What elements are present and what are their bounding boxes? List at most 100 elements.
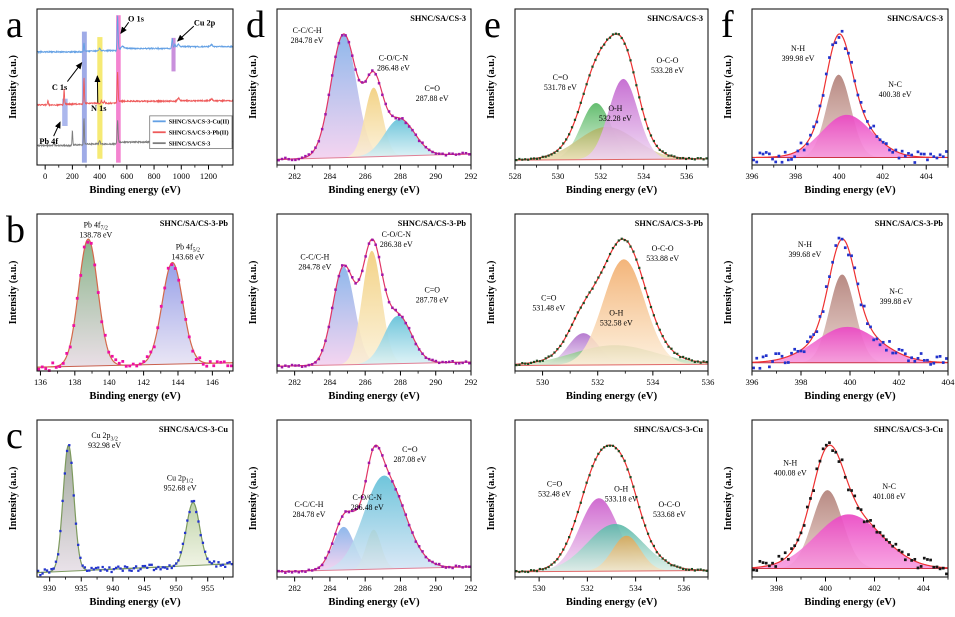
data-point	[54, 560, 58, 563]
data-point	[44, 367, 48, 371]
data-point	[324, 556, 327, 560]
data-point	[818, 315, 822, 318]
panel-e2: SHNC/SA/CS-3-Pb C=O 531.48 eV O-H 532.58 eV O…	[478, 205, 715, 411]
peak-ev-label: 287.88 eV	[416, 94, 449, 103]
x-tick-label: 282	[288, 583, 301, 593]
data-point	[641, 108, 644, 111]
data-point	[812, 489, 815, 492]
data-point	[527, 570, 530, 574]
annotation-arrow	[176, 25, 195, 42]
peak-ev-label: 138.78 eV	[79, 230, 112, 239]
data-point	[374, 444, 377, 448]
data-point	[524, 158, 527, 161]
data-point	[52, 567, 55, 570]
peak-ev-label: 399.88 eV	[880, 297, 913, 306]
peak-fill-C-C/C-H	[294, 266, 393, 366]
data-point	[932, 361, 936, 365]
data-point	[664, 152, 667, 155]
data-point	[938, 567, 942, 571]
data-point	[903, 352, 907, 356]
data-point	[94, 566, 98, 570]
data-point	[230, 562, 234, 566]
data-point	[347, 40, 351, 44]
data-point	[367, 73, 371, 76]
data-point	[411, 335, 414, 339]
data-point	[783, 551, 787, 555]
data-point	[65, 449, 69, 453]
data-point	[344, 264, 347, 268]
data-point	[431, 150, 434, 154]
data-point	[468, 153, 471, 156]
x-tick-label: 288	[394, 171, 407, 181]
data-point	[424, 356, 428, 359]
data-point	[941, 566, 945, 570]
data-point	[199, 534, 202, 537]
data-point	[916, 150, 920, 154]
peak-fill-Cu 2p	[44, 445, 93, 573]
data-point	[881, 534, 885, 538]
data-point	[387, 110, 391, 113]
data-point	[391, 114, 394, 118]
data-point	[623, 42, 626, 45]
axes-box	[514, 213, 709, 372]
data-point	[317, 140, 321, 143]
data-point	[641, 276, 644, 280]
data-point	[606, 38, 609, 41]
x-tick-label: 398	[789, 171, 802, 181]
data-point	[693, 360, 696, 364]
x-tick-label: 404	[920, 171, 934, 181]
data-point	[204, 550, 207, 553]
data-point	[538, 157, 541, 160]
data-point	[374, 243, 377, 246]
data-point	[777, 154, 781, 158]
data-point	[568, 133, 571, 136]
data-point	[152, 345, 156, 349]
data-point	[866, 120, 869, 123]
data-point	[588, 474, 591, 477]
peak-fill-C-C/C-H	[296, 526, 392, 572]
data-point	[119, 567, 122, 570]
data-point	[611, 444, 615, 447]
x-tick-label: 532	[591, 377, 604, 387]
data-point	[576, 111, 579, 114]
data-point	[687, 156, 691, 160]
data-point	[149, 350, 153, 354]
x-tick-label: 286	[359, 377, 373, 387]
data-point	[212, 560, 216, 563]
x-tick-label: 528	[509, 171, 522, 181]
data-point	[679, 356, 682, 359]
data-point	[82, 245, 86, 249]
data-point	[186, 519, 189, 522]
data-point	[579, 501, 582, 504]
data-point	[866, 322, 869, 326]
data-point	[377, 446, 381, 450]
x-tick-label: 284	[323, 377, 337, 387]
data-point	[831, 260, 834, 264]
x-tick-label: 398	[770, 583, 783, 593]
data-point	[758, 366, 762, 370]
data-point	[796, 538, 800, 542]
data-point	[705, 569, 708, 572]
data-point	[518, 570, 521, 574]
data-point	[856, 506, 860, 510]
data-point	[106, 569, 109, 572]
panel-f3: SHNC/SA/CS-3-Cu N-H 400.08 eV N-C 401.08 eV 3…	[715, 411, 955, 617]
x-tick-label: 402	[893, 377, 906, 387]
peak-fill-N-C	[752, 326, 948, 363]
data-point	[891, 351, 895, 355]
data-point	[521, 158, 524, 161]
data-point	[337, 522, 341, 526]
data-point	[853, 494, 857, 498]
y-axis-label: Intensity (a.u.)	[723, 467, 734, 531]
peak-name-label: O-H	[609, 308, 623, 317]
data-point	[407, 326, 411, 330]
data-point	[217, 561, 220, 564]
data-point	[888, 148, 891, 152]
data-point	[72, 494, 75, 497]
x-tick-label: 532	[594, 171, 607, 181]
data-point	[585, 83, 588, 86]
data-point	[93, 263, 97, 267]
data-point	[300, 365, 304, 368]
data-point	[929, 363, 932, 366]
data-point	[229, 364, 233, 368]
